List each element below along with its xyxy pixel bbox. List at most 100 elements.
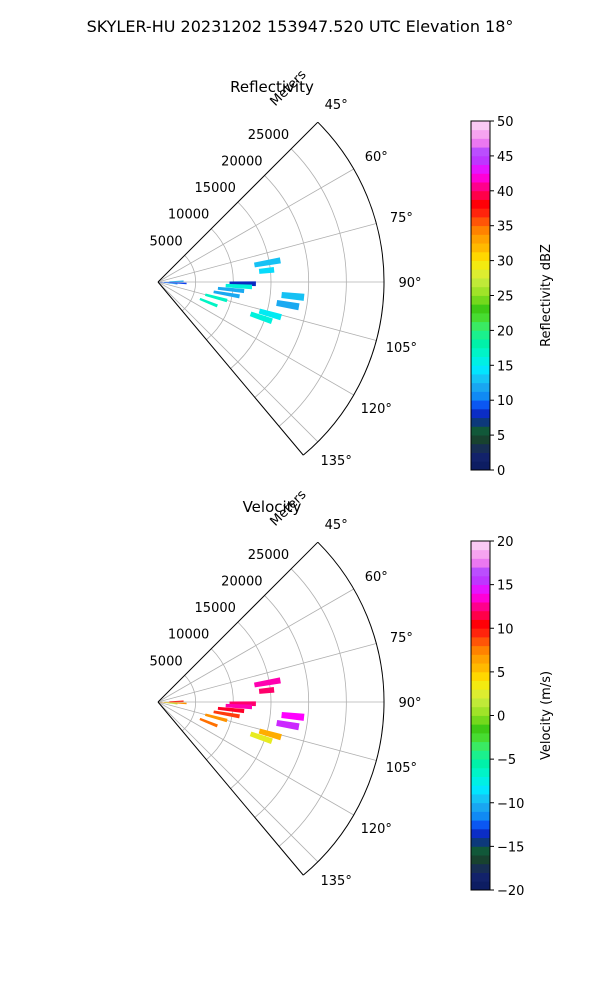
- echo-cell: [276, 300, 300, 311]
- colorbar-segment: [471, 715, 490, 725]
- sector-edge: [157, 281, 304, 456]
- colorbar-segment: [471, 225, 490, 235]
- colorbar-segment: [471, 400, 490, 410]
- colorbar-segment: [471, 549, 490, 559]
- colorbar-tick-label: −20: [497, 884, 524, 899]
- colorbar-segment: [471, 619, 490, 629]
- colorbar-tick-label: 10: [497, 622, 514, 637]
- colorbar-segment: [471, 173, 490, 183]
- colorbar-tick-label: −5: [497, 753, 516, 768]
- colorbar-segment: [471, 304, 490, 314]
- echo-cell: [281, 711, 305, 721]
- colorbar-segment: [471, 724, 490, 734]
- theta-tick-label: 105°: [386, 341, 417, 356]
- colorbar-segment: [471, 872, 490, 882]
- colorbar-segment: [471, 776, 490, 786]
- colorbar-segment: [471, 820, 490, 830]
- colorbar-segment: [471, 330, 490, 340]
- colorbar-tick-label: 0: [497, 710, 505, 725]
- echo-cell: [258, 728, 282, 741]
- theta-tick-label: 120°: [361, 822, 392, 837]
- velocity-panel: Velocity 45° 60° 75° 90° 105° 120° 135° 5000 10 0…: [150, 487, 554, 899]
- colorbar-tick-label: 35: [497, 220, 514, 235]
- colorbar-segment: [471, 680, 490, 690]
- colorbar-segment: [471, 636, 490, 647]
- colorbar-segment: [471, 759, 490, 769]
- range-tick-label: 5000: [150, 234, 183, 249]
- colorbar-segment: [471, 129, 490, 139]
- theta-tick-label: 60°: [365, 150, 388, 165]
- echo-cell: [225, 703, 253, 710]
- colorbar-segment: [471, 593, 490, 603]
- colorbar-tick-label: −15: [497, 840, 524, 855]
- echo-cell: [169, 280, 184, 282]
- colorbar-segment: [471, 147, 490, 157]
- colorbar-segment: [471, 794, 490, 804]
- colorbar-segment: [471, 286, 490, 296]
- theta-tick-label: 45°: [325, 98, 348, 113]
- colorbar-segment: [471, 339, 490, 349]
- colorbar-segment: [471, 628, 490, 638]
- sector-edge: [157, 701, 304, 876]
- colorbar-segment: [471, 347, 490, 357]
- reflectivity-sector: 45° 60° 75° 90° 105° 120° 135° 5000 10000 15000 20…: [150, 67, 422, 469]
- colorbar-segment: [471, 541, 490, 551]
- reflectivity-colorbar: 0 5 10 15 20 25 30 35 40 45 50 Reflectivity dBZ: [470, 115, 554, 479]
- range-ring: [230, 201, 272, 369]
- range-ring: [278, 148, 347, 427]
- theta-tick-label: 135°: [321, 874, 352, 889]
- colorbar-segment: [471, 234, 490, 244]
- colorbar-segment: [471, 155, 490, 166]
- colorbar-segment: [471, 610, 490, 620]
- colorbar-segment: [471, 698, 490, 708]
- colorbar-segment: [471, 785, 490, 795]
- theta-tick-label: 120°: [361, 402, 392, 417]
- colorbar-segment: [471, 138, 490, 148]
- echo-cell: [249, 311, 273, 325]
- colorbar-tick-label: 45: [497, 150, 514, 165]
- colorbar-segment: [471, 689, 490, 699]
- colorbar-segment: [471, 295, 490, 305]
- theta-tick-label: 90°: [398, 276, 421, 291]
- colorbar-segment: [471, 182, 490, 192]
- echo-cell: [199, 297, 218, 308]
- theta-tick-label: 105°: [386, 761, 417, 776]
- theta-tick-label: 75°: [390, 631, 413, 646]
- colorbar-segment: [471, 846, 490, 856]
- echo-cell: [258, 686, 275, 694]
- colorbar-segment: [471, 251, 490, 262]
- velocity-title: Velocity: [243, 498, 302, 516]
- range-tick-label: 25000: [248, 548, 289, 563]
- range-tick-label: 15000: [195, 601, 236, 616]
- colorbar-segment: [471, 408, 490, 419]
- echo-cell: [281, 291, 305, 301]
- colorbar-segment: [471, 243, 490, 253]
- colorbar-segment: [471, 164, 490, 174]
- range-tick-label: 25000: [248, 128, 289, 143]
- theta-tick-label: 90°: [398, 696, 421, 711]
- theta-tick-label: 60°: [365, 570, 388, 585]
- colorbar-segment: [471, 121, 490, 131]
- sector-outer-arc: [302, 541, 385, 876]
- colorbar-segment: [471, 567, 490, 577]
- theta-tick-label: 45°: [325, 518, 348, 533]
- colorbar-segment: [471, 278, 490, 288]
- colorbar-segment: [471, 435, 490, 445]
- echo-cell: [254, 677, 281, 688]
- range-tick-label: 5000: [150, 654, 183, 669]
- colorbar-segment: [471, 190, 490, 200]
- echo-cell: [217, 286, 245, 294]
- colorbar-segment: [471, 452, 490, 462]
- colorbar-segment: [471, 208, 490, 218]
- colorbar-segment: [471, 837, 490, 847]
- colorbar-tick-label: 15: [497, 579, 514, 594]
- colorbar-tick-label: 15: [497, 359, 514, 374]
- range-ring: [254, 175, 310, 398]
- colorbar-segment: [471, 558, 490, 568]
- colorbar-segment: [471, 426, 490, 436]
- colorbar-segment: [471, 602, 490, 612]
- sector-outer-arc: [302, 121, 385, 456]
- colorbar-segment: [471, 741, 490, 751]
- colorbar-tick-label: 0: [497, 464, 505, 479]
- colorbar-segment: [471, 365, 490, 375]
